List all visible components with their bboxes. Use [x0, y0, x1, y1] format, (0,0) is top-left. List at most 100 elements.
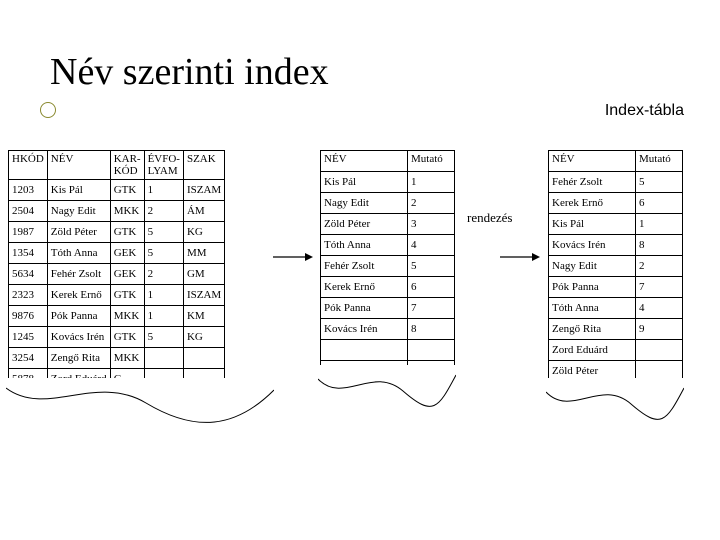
table-cell: Tóth Anna	[549, 298, 636, 319]
table-cell: 6	[408, 277, 455, 298]
table-row: Kerek Ernő6	[549, 193, 683, 214]
table-row: Zord Eduárd	[549, 340, 683, 361]
table-cell: GEK	[110, 243, 144, 264]
table-row: Kerek Ernő6	[321, 277, 455, 298]
table-row: Kis Pál1	[321, 172, 455, 193]
torn-edge	[546, 378, 684, 438]
table-cell: 1245	[9, 327, 48, 348]
table-cell: KG	[183, 222, 224, 243]
table-row: 9876Pók PannaMKK1KM	[9, 306, 225, 327]
table-cell: 1987	[9, 222, 48, 243]
table-cell: 7	[408, 298, 455, 319]
table-cell: 2504	[9, 201, 48, 222]
table-cell: MKK	[110, 201, 144, 222]
table-cell	[408, 340, 455, 361]
table-cell: 2323	[9, 285, 48, 306]
table-row: Kovács Irén8	[549, 235, 683, 256]
table-cell: 1354	[9, 243, 48, 264]
col-nev: NÉV	[47, 151, 110, 180]
table-cell	[321, 340, 408, 361]
table-row: 1245Kovács IrénGTK5KG	[9, 327, 225, 348]
table-row: Tóth Anna4	[321, 235, 455, 256]
table-cell: KM	[183, 306, 224, 327]
table-cell: 2	[636, 256, 683, 277]
table-cell: 3254	[9, 348, 48, 369]
table-cell: Kovács Irén	[321, 319, 408, 340]
table-cell: 5634	[9, 264, 48, 285]
table-cell: GM	[183, 264, 224, 285]
table-cell: Fehér Zsolt	[549, 172, 636, 193]
table-cell: 1	[408, 172, 455, 193]
table-cell: 1	[144, 180, 183, 201]
table-row: 2323Kerek ErnőGTK1ISZAM	[9, 285, 225, 306]
rendezes-label: rendezés	[467, 210, 512, 226]
table-row: Fehér Zsolt5	[549, 172, 683, 193]
table-cell: GTK	[110, 285, 144, 306]
table-row: Kovács Irén8	[321, 319, 455, 340]
table-cell: Zengő Rita	[47, 348, 110, 369]
table-cell: Zord Eduárd	[549, 340, 636, 361]
table-row: 5634Fehér ZsoltGEK2GM	[9, 264, 225, 285]
torn-edge	[318, 365, 456, 425]
table-cell: Kis Pál	[549, 214, 636, 235]
table-cell: Fehér Zsolt	[321, 256, 408, 277]
col-szak: SZAK	[183, 151, 224, 180]
table-row: 2504Nagy EditMKK2ÁM	[9, 201, 225, 222]
table-row: Zöld Péter3	[321, 214, 455, 235]
table-cell: GTK	[110, 180, 144, 201]
table-cell: MKK	[110, 306, 144, 327]
table-row: Nagy Edit2	[321, 193, 455, 214]
table-cell: 8	[636, 235, 683, 256]
table-cell: Nagy Edit	[549, 256, 636, 277]
table-row: Fehér Zsolt5	[321, 256, 455, 277]
table-cell: 3	[408, 214, 455, 235]
table-cell: 9	[636, 319, 683, 340]
table-cell: MM	[183, 243, 224, 264]
table-cell: Kerek Ernő	[321, 277, 408, 298]
table-cell: Kerek Ernő	[549, 193, 636, 214]
table-row: Pók Panna7	[321, 298, 455, 319]
page-title: Név szerinti index	[50, 50, 329, 94]
table-cell: Kovács Irén	[549, 235, 636, 256]
table-cell: 6	[636, 193, 683, 214]
table-row: 1354Tóth AnnaGEK5MM	[9, 243, 225, 264]
table-cell: ÁM	[183, 201, 224, 222]
table-cell: Pók Panna	[47, 306, 110, 327]
table-row: Kis Pál1	[549, 214, 683, 235]
table-cell: MKK	[110, 348, 144, 369]
col-karkod: KAR-KÓD	[110, 151, 144, 180]
table-cell	[144, 348, 183, 369]
table-cell: 1	[144, 306, 183, 327]
table-cell: 1	[636, 214, 683, 235]
arrow-icon	[500, 250, 540, 262]
table-cell: 2	[144, 264, 183, 285]
table-row: Tóth Anna4	[549, 298, 683, 319]
table-cell: Zengő Rita	[549, 319, 636, 340]
index-table-sorted: NÉV Mutató Fehér Zsolt5Kerek Ernő6Kis Pá…	[548, 150, 683, 382]
table-row: Zengő Rita9	[549, 319, 683, 340]
torn-edge	[6, 378, 274, 438]
table-cell: Pók Panna	[321, 298, 408, 319]
table-cell	[183, 348, 224, 369]
table-row	[321, 340, 455, 361]
table-row: 1203Kis PálGTK1ISZAM	[9, 180, 225, 201]
arrow-icon	[273, 250, 313, 262]
table-cell: 2	[144, 201, 183, 222]
table-row: 3254Zengő RitaMKK	[9, 348, 225, 369]
table-cell: Kis Pál	[321, 172, 408, 193]
table-cell: 5	[144, 222, 183, 243]
table-cell: GEK	[110, 264, 144, 285]
col-nev: NÉV	[549, 151, 636, 172]
table-cell: ISZAM	[183, 180, 224, 201]
table-cell: Zöld Péter	[321, 214, 408, 235]
table-cell: 8	[408, 319, 455, 340]
decorative-circle	[40, 102, 56, 118]
col-evfolyam: ÉVFO-LYAM	[144, 151, 183, 180]
table-cell: Tóth Anna	[321, 235, 408, 256]
table-cell: 5	[408, 256, 455, 277]
table-cell: Nagy Edit	[47, 201, 110, 222]
table-cell: 2	[408, 193, 455, 214]
table-cell: 9876	[9, 306, 48, 327]
table-cell: Tóth Anna	[47, 243, 110, 264]
table-cell: 4	[636, 298, 683, 319]
